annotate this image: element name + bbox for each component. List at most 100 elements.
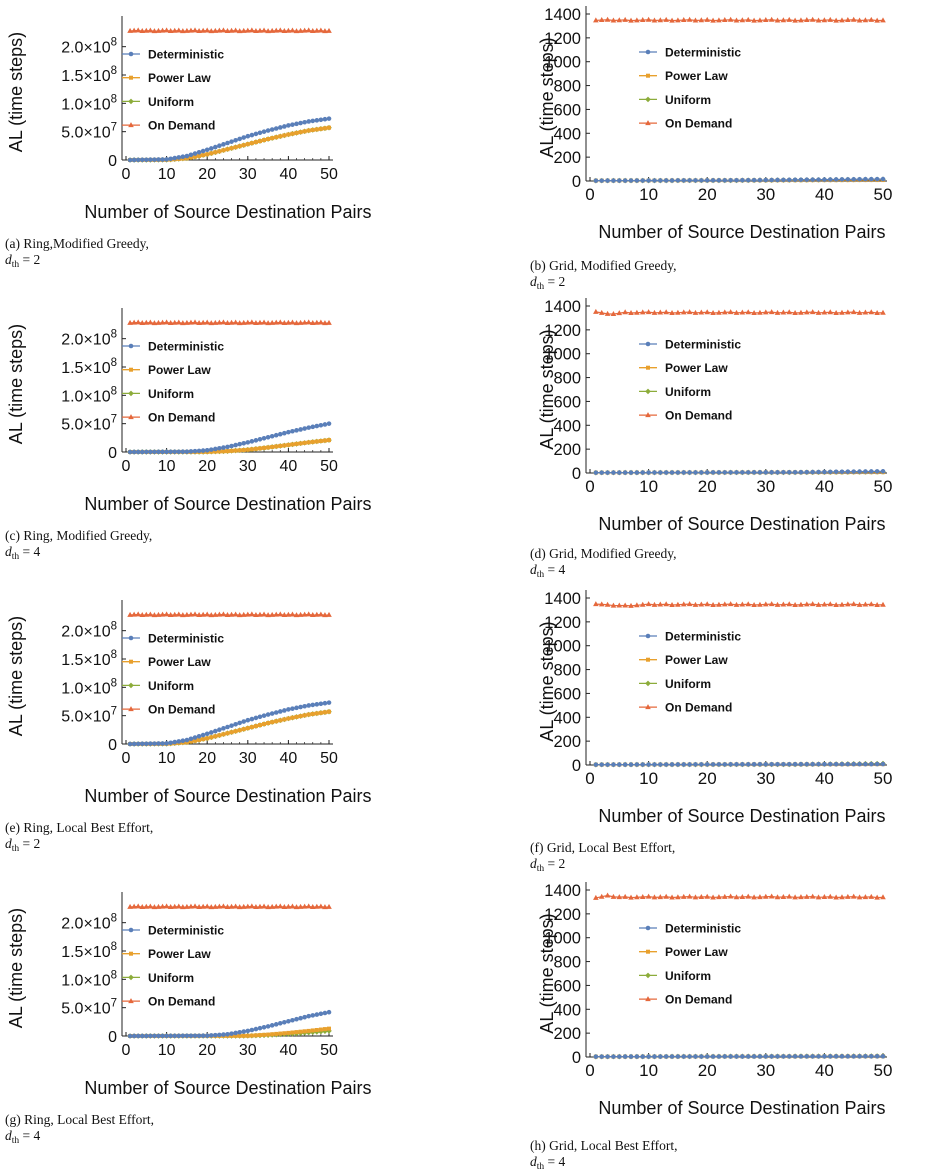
y-axis-label: AL (time steps)	[6, 616, 26, 736]
data-point	[245, 440, 251, 445]
data-point	[257, 1025, 263, 1031]
data-point	[314, 27, 320, 33]
chart-a: 0 10 20 30 40 5005.0×1071.0×1081.5×1082.0×108…	[6, 16, 372, 222]
data-point	[710, 17, 716, 23]
caption-a-dth-sub: th	[11, 260, 20, 270]
legend-marker	[646, 657, 650, 662]
y-tick-label: 1000	[544, 54, 581, 72]
caption-c-dth-symbol: d	[5, 544, 12, 559]
data-point	[152, 449, 157, 455]
data-point	[716, 178, 722, 183]
y-tick-label: 5.0×107	[61, 122, 117, 142]
data-point	[857, 1054, 862, 1059]
data-point	[827, 469, 833, 475]
data-point	[616, 602, 623, 608]
data-point	[245, 142, 250, 147]
data-point	[184, 611, 190, 617]
data-point	[769, 177, 774, 183]
data-point	[229, 443, 234, 449]
y-tick-label: 1200	[544, 30, 581, 48]
data-point	[294, 714, 299, 719]
panel-g: 0 10 20 30 40 50 0 5.0×107 1.0×108 1.5×108 2.0×108…	[0, 876, 466, 1166]
legend-marker	[645, 680, 651, 687]
legend-entry: Deterministic	[639, 46, 741, 60]
data-point	[221, 1032, 226, 1037]
data-point	[310, 711, 315, 716]
data-point	[290, 442, 295, 447]
data-point	[318, 710, 323, 715]
data-point	[634, 762, 640, 767]
data-point	[305, 903, 312, 909]
data-point	[289, 319, 296, 325]
data-point	[220, 903, 227, 909]
data-point	[740, 177, 745, 183]
data-point	[224, 28, 231, 34]
data-point	[167, 904, 174, 910]
data-point	[605, 470, 610, 475]
y-tick-label: 1.5×108	[61, 941, 117, 961]
data-point	[699, 178, 704, 183]
data-point	[306, 712, 311, 717]
x-tick-label: 30	[239, 166, 257, 183]
data-point	[845, 893, 851, 899]
data-point	[786, 601, 793, 607]
data-point	[822, 761, 827, 767]
data-point	[314, 711, 319, 716]
data-point	[213, 1032, 218, 1038]
y-tick-label: 1.5×108	[61, 65, 117, 85]
data-point	[628, 762, 634, 767]
data-point	[663, 16, 669, 22]
data-point	[622, 762, 628, 767]
data-point	[880, 17, 886, 23]
data-point	[810, 761, 815, 767]
data-point	[184, 903, 190, 909]
data-point	[740, 762, 745, 767]
data-point	[282, 133, 287, 138]
data-point	[663, 762, 669, 767]
data-point	[792, 469, 798, 475]
data-point	[740, 1054, 745, 1059]
data-point	[217, 727, 222, 733]
y-tick-label-exponent: 8	[111, 385, 117, 397]
data-point	[249, 27, 255, 33]
legend-marker	[129, 75, 133, 80]
data-point	[874, 469, 880, 474]
data-point	[302, 1014, 307, 1020]
data-point	[880, 176, 886, 182]
data-point	[745, 1054, 751, 1059]
data-point	[610, 17, 617, 23]
data-point	[775, 761, 780, 767]
data-point	[212, 27, 219, 33]
data-point	[294, 428, 299, 433]
data-point	[757, 470, 763, 475]
data-point	[686, 893, 693, 899]
data-point	[152, 157, 157, 162]
legend-label: Uniform	[665, 93, 711, 107]
series-line	[595, 894, 884, 899]
x-tick-label: 0	[122, 166, 131, 183]
series-power-law	[128, 709, 331, 746]
data-point	[598, 17, 605, 23]
data-point	[217, 143, 222, 149]
data-point	[781, 177, 786, 183]
data-point	[159, 319, 166, 325]
data-point	[781, 761, 786, 767]
legend-label: Power Law	[148, 947, 211, 961]
data-point	[249, 1033, 254, 1038]
data-point	[845, 469, 851, 474]
data-point	[163, 27, 170, 33]
data-point	[213, 728, 218, 734]
data-point	[200, 148, 206, 154]
data-point	[605, 1054, 610, 1059]
data-point	[314, 903, 320, 909]
y-tick-label: 5.0×107	[61, 414, 117, 434]
data-point	[780, 309, 787, 315]
data-point	[617, 470, 622, 475]
data-point	[269, 1023, 275, 1028]
y-tick-label: 1.5×108	[61, 649, 117, 669]
data-point	[768, 16, 775, 22]
data-point	[249, 903, 255, 909]
data-point	[815, 309, 822, 315]
data-point	[249, 319, 255, 325]
data-point	[290, 1017, 295, 1023]
